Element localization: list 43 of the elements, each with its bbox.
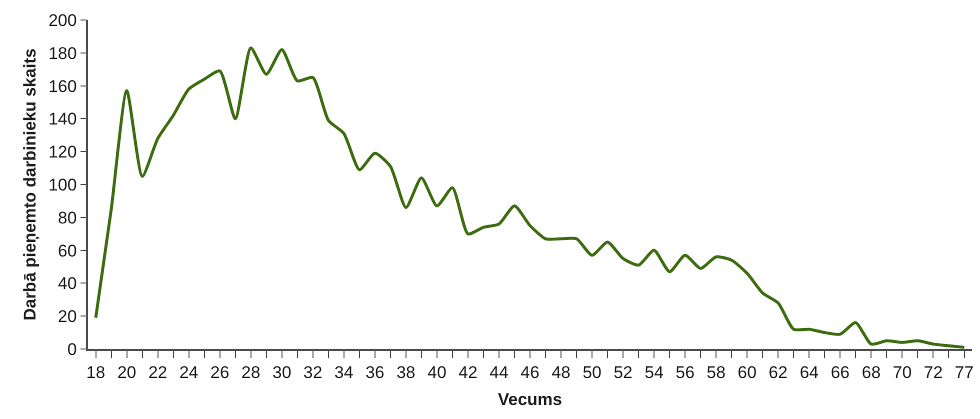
x-tick-label: 68 <box>862 363 881 382</box>
y-tick-label: 0 <box>67 340 77 359</box>
x-tick-label: 60 <box>738 363 757 382</box>
y-axis-title: Darbā pieņemto darbinieku skaits <box>20 48 40 321</box>
x-tick-label: 50 <box>582 363 602 382</box>
x-tick-label: 70 <box>892 363 912 382</box>
x-axis-title: Vecums <box>498 390 562 410</box>
x-tick-label: 32 <box>303 363 322 382</box>
x-tick-label: 36 <box>365 363 384 382</box>
y-tick-label: 140 <box>48 110 77 129</box>
x-tick-label: 38 <box>396 363 416 382</box>
x-tick-label: 42 <box>458 363 478 382</box>
x-tick-label: 24 <box>179 363 198 382</box>
x-tick-label: 72 <box>924 363 943 382</box>
x-tick-label: 26 <box>210 363 230 382</box>
y-tick-label: 40 <box>58 274 77 294</box>
x-tick-label: 28 <box>241 363 260 382</box>
y-tick-label: 60 <box>58 241 77 260</box>
line-series <box>94 46 966 349</box>
x-tick-label: 58 <box>706 363 726 382</box>
x-tick-label: 48 <box>552 363 570 382</box>
x-tick-label: 66 <box>830 363 850 382</box>
x-tick-label: 52 <box>614 363 633 382</box>
x-tick-label: 34 <box>334 363 354 382</box>
y-tick-label: 80 <box>58 208 77 228</box>
y-tick-label: 160 <box>48 76 77 96</box>
x-tick-label: 40 <box>427 363 446 382</box>
x-tick-label: 77 <box>954 363 974 382</box>
y-tick-label: 20 <box>58 307 77 326</box>
x-tick-label: 56 <box>676 363 695 382</box>
x-tick-label: 64 <box>800 363 819 382</box>
x-tick-label: 54 <box>644 363 664 382</box>
x-tick-label: 30 <box>272 363 292 382</box>
x-tick-label: 46 <box>520 363 540 382</box>
x-tick-label: 44 <box>490 363 508 382</box>
x-tick-label: 22 <box>148 363 168 382</box>
x-tick-label: 20 <box>117 363 136 382</box>
y-tick-label: 200 <box>48 10 77 30</box>
y-tick-label: 100 <box>48 175 77 194</box>
x-tick-label: 62 <box>768 363 788 382</box>
y-tick-label: 180 <box>48 44 77 63</box>
y-tick-label: 120 <box>48 142 77 162</box>
x-tick-label: 18 <box>86 363 106 382</box>
